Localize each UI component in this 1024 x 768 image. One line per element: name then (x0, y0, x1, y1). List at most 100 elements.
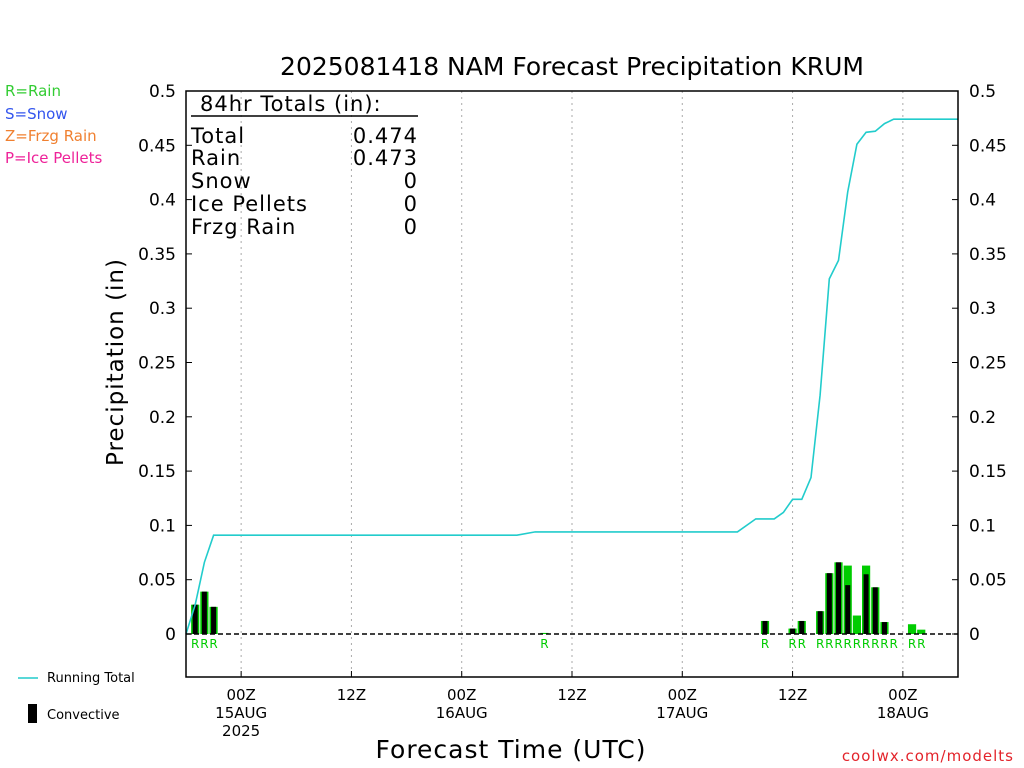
rain-bar (907, 624, 917, 634)
x-tick-label: 12Z (778, 686, 807, 704)
precip-type-label: R (853, 637, 861, 651)
convective-bar (790, 628, 796, 634)
y-tick-label-right: 0 (969, 625, 980, 645)
x-tick-label: 18AUG (877, 704, 929, 722)
convective-bar (211, 606, 217, 634)
y-tick-label-left: 0.25 (138, 354, 176, 374)
x-tick-label: 12Z (337, 686, 366, 704)
convective-bar (799, 620, 805, 634)
legend-snow: S=Snow (5, 105, 68, 123)
y-tick-label-right: 0.35 (969, 245, 1007, 265)
y-tick-label-right: 0.15 (969, 462, 1007, 482)
y-tick-label-right: 0.3 (969, 299, 996, 319)
precip-type-label: R (200, 637, 208, 651)
precip-type-label: R (209, 637, 217, 651)
precip-type-label: R (908, 637, 916, 651)
y-tick-label-right: 0.25 (969, 354, 1007, 374)
credit-link[interactable]: coolwx.com/modelts (842, 747, 1014, 765)
y-tick-label-right: 0.1 (969, 516, 996, 536)
precip-type-label: R (917, 637, 925, 651)
precip-type-label: R (834, 637, 842, 651)
precip-type-label: R (844, 637, 852, 651)
precip-type-label: R (798, 637, 806, 651)
legend-ice-pellets: P=Ice Pellets (5, 149, 102, 167)
running-total-line (185, 118, 958, 635)
x-tick-label: 00Z (668, 686, 697, 704)
rain-bar (917, 629, 926, 634)
legend-convective: Convective (47, 708, 120, 723)
precip-type-label: R (862, 637, 870, 651)
y-axis-label: Precipitation (in) (103, 258, 129, 466)
precip-type-label: R (788, 637, 796, 651)
y-tick-label-left: 0.15 (138, 462, 176, 482)
convective-bar (836, 562, 842, 634)
totals-ice-pellets-label: Ice Pellets (191, 192, 308, 216)
y-tick-label-left: 0.45 (138, 136, 176, 156)
x-tick-label: 12Z (557, 686, 586, 704)
x-tick-label: 00Z (226, 686, 255, 704)
series-legend: Running Total Convective (18, 671, 135, 723)
y-tick-label-left: 0.1 (149, 516, 176, 536)
totals-frzg-rain-value: 0 (404, 215, 418, 239)
precipitation-bars (191, 562, 926, 634)
convective-swatch (28, 704, 37, 723)
convective-bar (863, 574, 869, 634)
x-tick-label: 17AUG (656, 704, 708, 722)
chart-title: 2025081418 NAM Forecast Precipitation KR… (280, 52, 864, 81)
y-tick-label-left: 0 (165, 625, 176, 645)
totals-snow-label: Snow (191, 169, 252, 193)
precip-type-legend: R=Rain S=Snow Z=Frzg Rain P=Ice Pellets (5, 82, 102, 167)
precip-type-label: R (816, 637, 824, 651)
y-tick-label-left: 0.4 (149, 191, 176, 211)
y-tick-label-left: 0.3 (149, 299, 176, 319)
y-tick-label-left: 0.2 (149, 408, 176, 428)
x-tick-label: 16AUG (436, 704, 488, 722)
totals-snow-value: 0 (404, 169, 418, 193)
x-axis-label: Forecast Time (UTC) (376, 735, 647, 764)
y-tick-label-right: 0.05 (969, 571, 1007, 591)
totals-heading: 84hr Totals (in): (200, 92, 382, 116)
x-tick-label: 2025 (222, 722, 260, 740)
precip-type-label: R (871, 637, 879, 651)
x-tick-label: 00Z (447, 686, 476, 704)
totals-ice-pellets-value: 0 (404, 192, 418, 216)
convective-bar (872, 587, 878, 634)
totals-rain-value: 0.473 (353, 146, 418, 170)
totals-frzg-rain-label: Frzg Rain (191, 215, 296, 239)
y-tick-label-right: 0.2 (969, 408, 996, 428)
precip-type-label: R (825, 637, 833, 651)
precip-type-label: R (540, 637, 548, 651)
precip-type-label: R (889, 637, 897, 651)
x-tick-label: 15AUG (215, 704, 267, 722)
y-tick-label-right: 0.4 (969, 191, 996, 211)
rain-bar (852, 615, 861, 634)
y-tick-label-left: 0.35 (138, 245, 176, 265)
convective-bar (881, 622, 887, 634)
y-axis-ticks: 0 00.05 0.050.1 0.10.15 0.150.2 0.20.25 0.250.… (138, 82, 1007, 645)
y-tick-label-right: 0.5 (969, 82, 996, 102)
convective-bar (826, 573, 832, 634)
legend-freezing-rain: Z=Frzg Rain (5, 127, 97, 145)
convective-bar (192, 604, 198, 634)
running-total-polyline (185, 118, 958, 635)
convective-bar (845, 585, 851, 634)
precip-type-label: R (761, 637, 769, 651)
precip-type-label: R (880, 637, 888, 651)
y-tick-label-right: 0.45 (969, 136, 1007, 156)
y-tick-label-left: 0.5 (149, 82, 176, 102)
x-tick-label: 00Z (888, 686, 917, 704)
convective-bar (762, 620, 768, 634)
convective-bar (817, 611, 823, 634)
totals-total-label: Total (190, 124, 245, 148)
legend-rain: R=Rain (5, 82, 61, 100)
legend-running-total: Running Total (47, 671, 135, 686)
totals-box: 84hr Totals (in): Total 0.474 Rain 0.473… (190, 92, 418, 239)
rain-bar (540, 632, 549, 634)
y-tick-label-left: 0.05 (138, 571, 176, 591)
totals-rain-label: Rain (191, 146, 241, 170)
convective-bar (201, 591, 207, 634)
vertical-grid-lines (240, 91, 904, 677)
